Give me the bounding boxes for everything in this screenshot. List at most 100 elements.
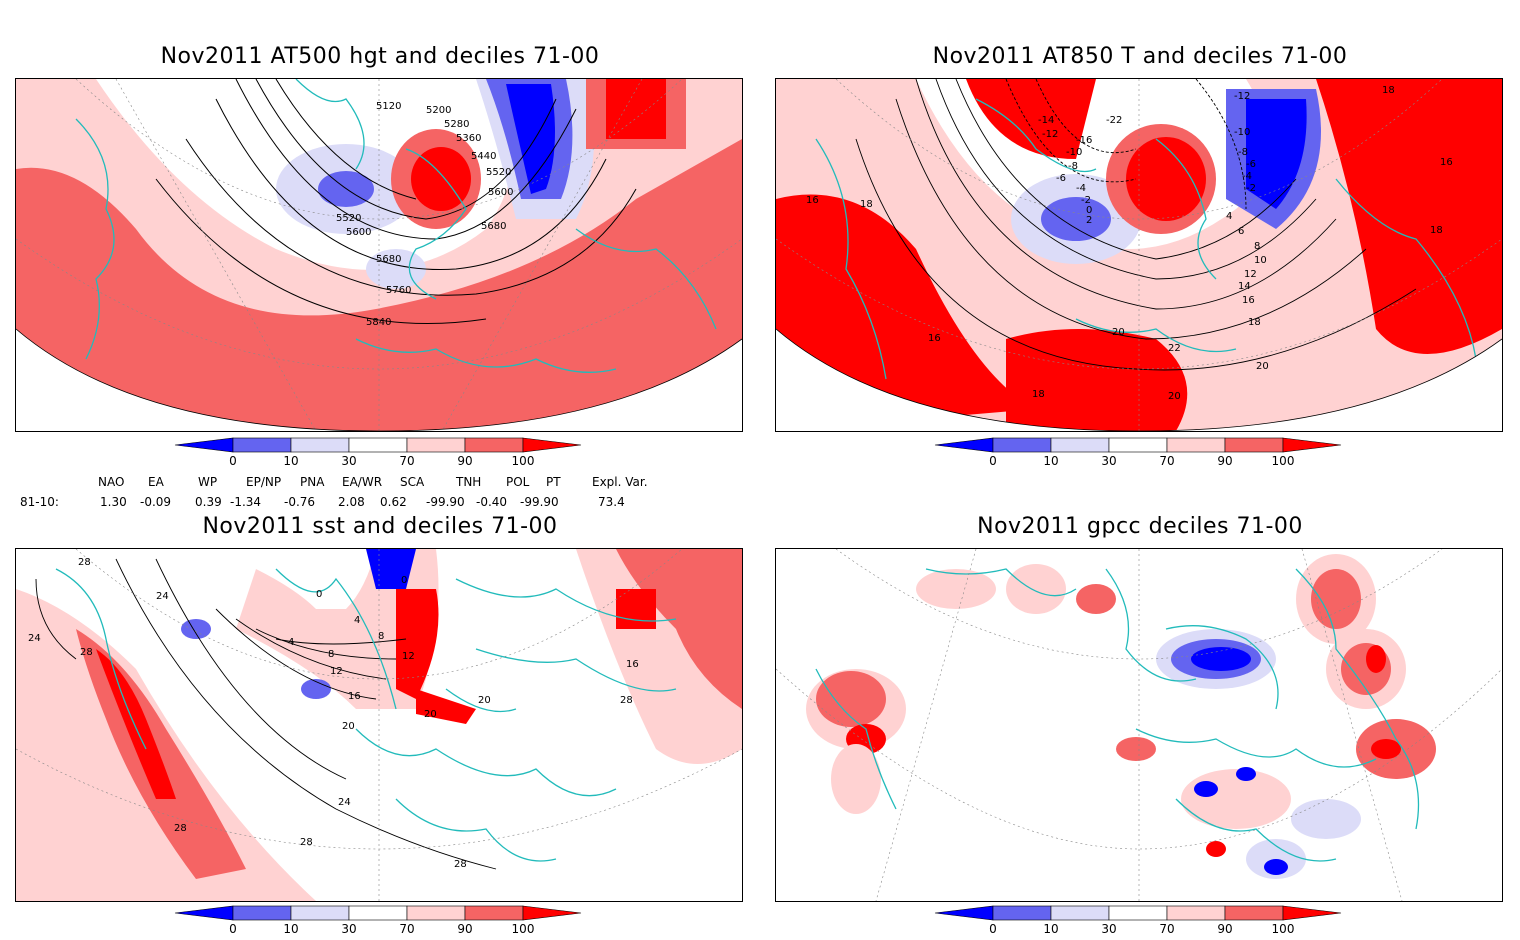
colorbar-sst: 0 10 30 70 90 100 xyxy=(174,905,585,940)
contour-label: 4 xyxy=(354,615,360,626)
contour-label: 0 xyxy=(316,589,322,600)
map-hgt500: 5120 5200 5280 5360 5440 5520 5600 5680 … xyxy=(15,78,743,432)
contour-label: 28 xyxy=(454,859,467,870)
contour-label: 28 xyxy=(620,695,633,706)
colorbar-segment xyxy=(992,437,1052,453)
colorbar-segment xyxy=(290,905,350,921)
contour-label: 22 xyxy=(1168,343,1181,354)
colorbar-gpcc: 0 10 30 70 90 100 xyxy=(934,905,1345,940)
contour-label: -22 xyxy=(1106,115,1122,126)
colorbar-segment xyxy=(232,905,292,921)
colorbar-tick-label: 30 xyxy=(1101,454,1117,468)
colorbar-tick-label: 100 xyxy=(1271,454,1295,468)
contour-label: -10 xyxy=(1234,127,1250,138)
colorbar-segment xyxy=(522,905,582,921)
contour-label: -2 xyxy=(1246,183,1256,194)
teleconnection-indices: NAO EA WP EP/NP PNA EA/WR SCA TNH POL PT Expl. Var… xyxy=(20,475,720,511)
contour-label: 10 xyxy=(1254,255,1267,266)
index-row-label: 81-10: xyxy=(20,495,59,509)
contour-label: 28 xyxy=(174,823,187,834)
contour-label: 5680 xyxy=(376,254,401,265)
contour-label: 18 xyxy=(1248,317,1261,328)
contour-label: -14 xyxy=(1038,115,1054,126)
index-value: -0.40 xyxy=(476,495,508,509)
contour-label: 5520 xyxy=(336,213,361,224)
contour-label: 5840 xyxy=(366,317,391,328)
contour-label: 20 xyxy=(342,721,355,732)
contour-label: 24 xyxy=(28,633,41,644)
contour-label: 16 xyxy=(928,333,941,344)
contour-label: 24 xyxy=(338,797,351,808)
colorbar-tick-label: 10 xyxy=(1043,922,1059,936)
contour-label: 20 xyxy=(1256,361,1269,372)
contour-label: 5200 xyxy=(426,105,451,116)
index-header: Expl. Var. xyxy=(592,475,648,489)
index-header: PT xyxy=(546,475,561,489)
colorbar-tick-label: 30 xyxy=(341,454,357,468)
contour-label: -16 xyxy=(1076,135,1092,146)
contour-label: 8 xyxy=(328,649,334,660)
contour-label: 12 xyxy=(330,666,343,677)
colorbar-segment xyxy=(1050,437,1110,453)
colorbar-tick-label: 90 xyxy=(457,922,473,936)
colorbar-segment xyxy=(1050,905,1110,921)
colorbar-tick-label: 70 xyxy=(399,454,415,468)
colorbar-segment xyxy=(232,437,292,453)
index-value: 0.62 xyxy=(380,495,407,509)
contour-label: 5760 xyxy=(386,285,411,296)
contour-label: 20 xyxy=(1112,327,1125,338)
colorbar-segment xyxy=(174,905,234,921)
contour-label: -12 xyxy=(1234,91,1250,102)
index-header: WP xyxy=(198,475,218,489)
contour-label: -8 xyxy=(1068,161,1078,172)
colorbar-tick-label: 10 xyxy=(283,454,299,468)
index-value: -0.76 xyxy=(284,495,316,509)
colorbar-segment xyxy=(290,437,350,453)
colorbar-tick-label: 100 xyxy=(511,454,535,468)
colorbar-tick-label: 90 xyxy=(1217,454,1233,468)
contour-label: 20 xyxy=(424,709,437,720)
contour-label: 4 xyxy=(1226,211,1232,222)
colorbar-segment xyxy=(934,437,994,453)
index-header: PNA xyxy=(300,475,325,489)
contour-label: 18 xyxy=(1430,225,1443,236)
contour-label: 5280 xyxy=(444,119,469,130)
colorbar-segment xyxy=(464,905,524,921)
colorbar-segment xyxy=(348,437,408,453)
index-header: TNH xyxy=(456,475,482,489)
colorbar-segment xyxy=(1282,437,1342,453)
colorbar-segment xyxy=(1166,437,1226,453)
contour-label: 18 xyxy=(860,199,873,210)
contour-label: -4 xyxy=(1242,171,1252,182)
colorbar-tick-label: 10 xyxy=(1043,454,1059,468)
colorbar-segment xyxy=(174,437,234,453)
colorbar-segment xyxy=(348,905,408,921)
index-header: POL xyxy=(506,475,530,489)
index-value: 73.4 xyxy=(598,495,625,509)
colorbar-tick-label: 0 xyxy=(989,454,997,468)
contour-label: 6 xyxy=(1238,226,1244,237)
colorbar-tick-label: 0 xyxy=(229,454,237,468)
colorbar-segment xyxy=(1108,437,1168,453)
index-value: 0.39 xyxy=(195,495,222,509)
colorbar-segment xyxy=(992,905,1052,921)
index-value: -99.90 xyxy=(520,495,559,509)
contour-label: 5360 xyxy=(456,133,481,144)
index-value: 1.30 xyxy=(100,495,127,509)
index-value: -1.34 xyxy=(230,495,262,509)
contour-label: 16 xyxy=(1440,157,1453,168)
colorbar-tick-label: 30 xyxy=(341,922,357,936)
map-gpcc xyxy=(775,548,1503,902)
contour-label: -8 xyxy=(1238,147,1248,158)
contour-label: 5440 xyxy=(471,151,496,162)
contour-label: 18 xyxy=(1032,389,1045,400)
colorbar-tick-label: 10 xyxy=(283,922,299,936)
colorbar-tick-label: 100 xyxy=(1271,922,1295,936)
colorbar-segment xyxy=(1282,905,1342,921)
contour-label: 16 xyxy=(626,659,639,670)
contour-label: -6 xyxy=(1246,159,1256,170)
contour-label: 0 xyxy=(1086,205,1092,216)
contour-label: 16 xyxy=(348,691,361,702)
contour-label: 8 xyxy=(378,631,384,642)
index-header: EA xyxy=(148,475,164,489)
